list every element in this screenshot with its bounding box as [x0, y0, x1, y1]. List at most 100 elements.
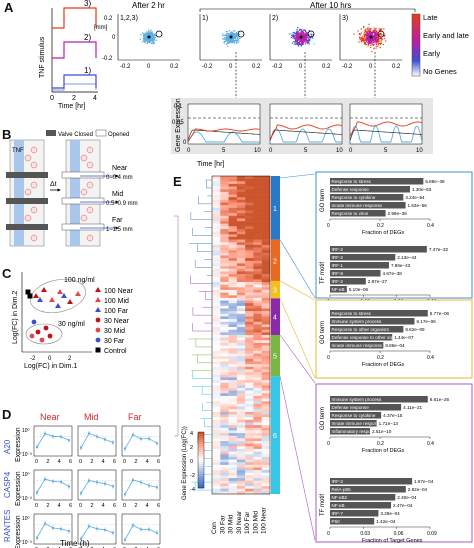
heatmap-cell	[253, 303, 262, 307]
cell-point	[293, 34, 295, 36]
heatmap-cell	[212, 321, 221, 325]
heatmap-cell	[261, 398, 271, 402]
heatmap-cell	[253, 427, 262, 431]
cell-point	[227, 39, 229, 41]
heatmap-cell	[236, 467, 246, 471]
heatmap-cell	[220, 403, 229, 407]
bar-pvalue: 2.87e−27	[368, 279, 388, 284]
heatmap-cell	[220, 260, 229, 264]
heatmap-cell	[212, 223, 221, 227]
heatmap-cell	[228, 364, 238, 368]
bar-pvalue: 2.40e−04	[397, 495, 417, 500]
cell-point	[152, 39, 154, 41]
heatmap-cell	[236, 231, 246, 235]
cell-point	[304, 43, 306, 45]
heatmap-cell	[212, 279, 221, 283]
bar-pvalue: 7.86e−43	[391, 263, 411, 268]
heatmap-cell	[212, 231, 221, 235]
heatmap-cell	[220, 210, 229, 214]
heatmap-cell	[245, 403, 254, 407]
heatmap-cell	[245, 258, 254, 262]
cell-point	[309, 40, 311, 42]
mid-label: Mid	[112, 191, 123, 198]
cell-point	[227, 41, 229, 43]
d-ylabel: Expression	[15, 515, 22, 548]
legend-marker	[95, 287, 101, 292]
cell-point	[370, 46, 372, 48]
cell-point	[234, 35, 237, 37]
heatmap-cell	[228, 213, 238, 217]
heatmap-cell	[228, 451, 238, 455]
heatmap-cell	[261, 250, 271, 254]
cell-point	[295, 33, 297, 35]
cell-point	[309, 38, 311, 40]
heatmap-cell	[220, 491, 229, 495]
ge-xlabel: Time [hr]	[197, 161, 224, 168]
heatmap-cell	[261, 369, 271, 373]
bar	[330, 334, 393, 341]
heatmap-cell	[228, 409, 238, 413]
heatmap-cell	[212, 183, 221, 187]
heatmap-cell	[261, 446, 271, 450]
cell-point	[296, 42, 298, 44]
heatmap-cell	[212, 491, 221, 495]
heatmap-cell	[228, 234, 238, 238]
heatmap-cell	[261, 231, 271, 235]
heatmap-cell	[212, 199, 221, 203]
legend-marker	[95, 327, 101, 333]
cell-point	[238, 33, 240, 35]
heatmap-cell	[220, 441, 229, 444]
heatmap-cell	[245, 189, 254, 193]
cell-point	[306, 39, 308, 41]
heatmap-cell	[228, 332, 238, 336]
cell-point	[142, 40, 144, 42]
heatmap-cell	[261, 364, 271, 368]
cell-point	[375, 45, 377, 47]
heatmap-cell	[212, 380, 221, 384]
bar-pvalue: 4.11e−21	[403, 405, 422, 410]
d-ytick: 10⁰	[22, 472, 30, 478]
heatmap-cell	[236, 289, 246, 293]
heatmap-cell	[261, 403, 271, 407]
bar-tick: 0.4	[427, 223, 434, 229]
heatmap-cell	[220, 464, 229, 468]
cell-point	[369, 32, 371, 34]
ge-tick: 10	[336, 148, 343, 154]
heatmap-cell	[220, 472, 229, 476]
bar-tick: 0.06	[394, 531, 404, 537]
heatmap-cell	[236, 369, 246, 373]
cell-point	[297, 44, 299, 46]
heatmap-cell	[228, 321, 238, 325]
cell-point	[152, 35, 155, 37]
cell-point	[367, 37, 369, 39]
cell-point	[225, 40, 227, 42]
cell-point	[145, 32, 147, 34]
heatmap-cell	[253, 260, 262, 264]
heatmap-cell	[236, 229, 246, 232]
heatmap-col-label: 100 Near	[261, 506, 268, 534]
heatmap-cell	[220, 451, 229, 455]
heatmap-cell	[245, 234, 254, 238]
heatmap-cell	[245, 213, 254, 217]
cell-point	[371, 32, 373, 34]
highlight-cell-marker	[307, 30, 315, 38]
heatmap-cell	[220, 385, 229, 389]
heatmap-cell	[236, 234, 246, 238]
panel-label-a: A	[4, 0, 14, 15]
heatmap-cell	[261, 252, 271, 256]
cell-point	[370, 44, 372, 46]
cell-point	[363, 31, 365, 33]
cell-point	[228, 39, 230, 41]
heatmap-cell	[245, 205, 254, 209]
valve-closed-label: Valve Closed	[58, 132, 93, 138]
heatmap-cell	[228, 382, 238, 386]
heatmap-cell	[261, 441, 271, 444]
cell-point	[151, 38, 153, 40]
heatmap-cell	[220, 414, 229, 418]
heatmap-cell	[261, 380, 271, 384]
bar-label: IRF-2	[332, 479, 344, 484]
heatmap-cell	[220, 488, 229, 492]
heatmap-cell	[245, 433, 254, 437]
near-label: Near	[112, 165, 128, 172]
